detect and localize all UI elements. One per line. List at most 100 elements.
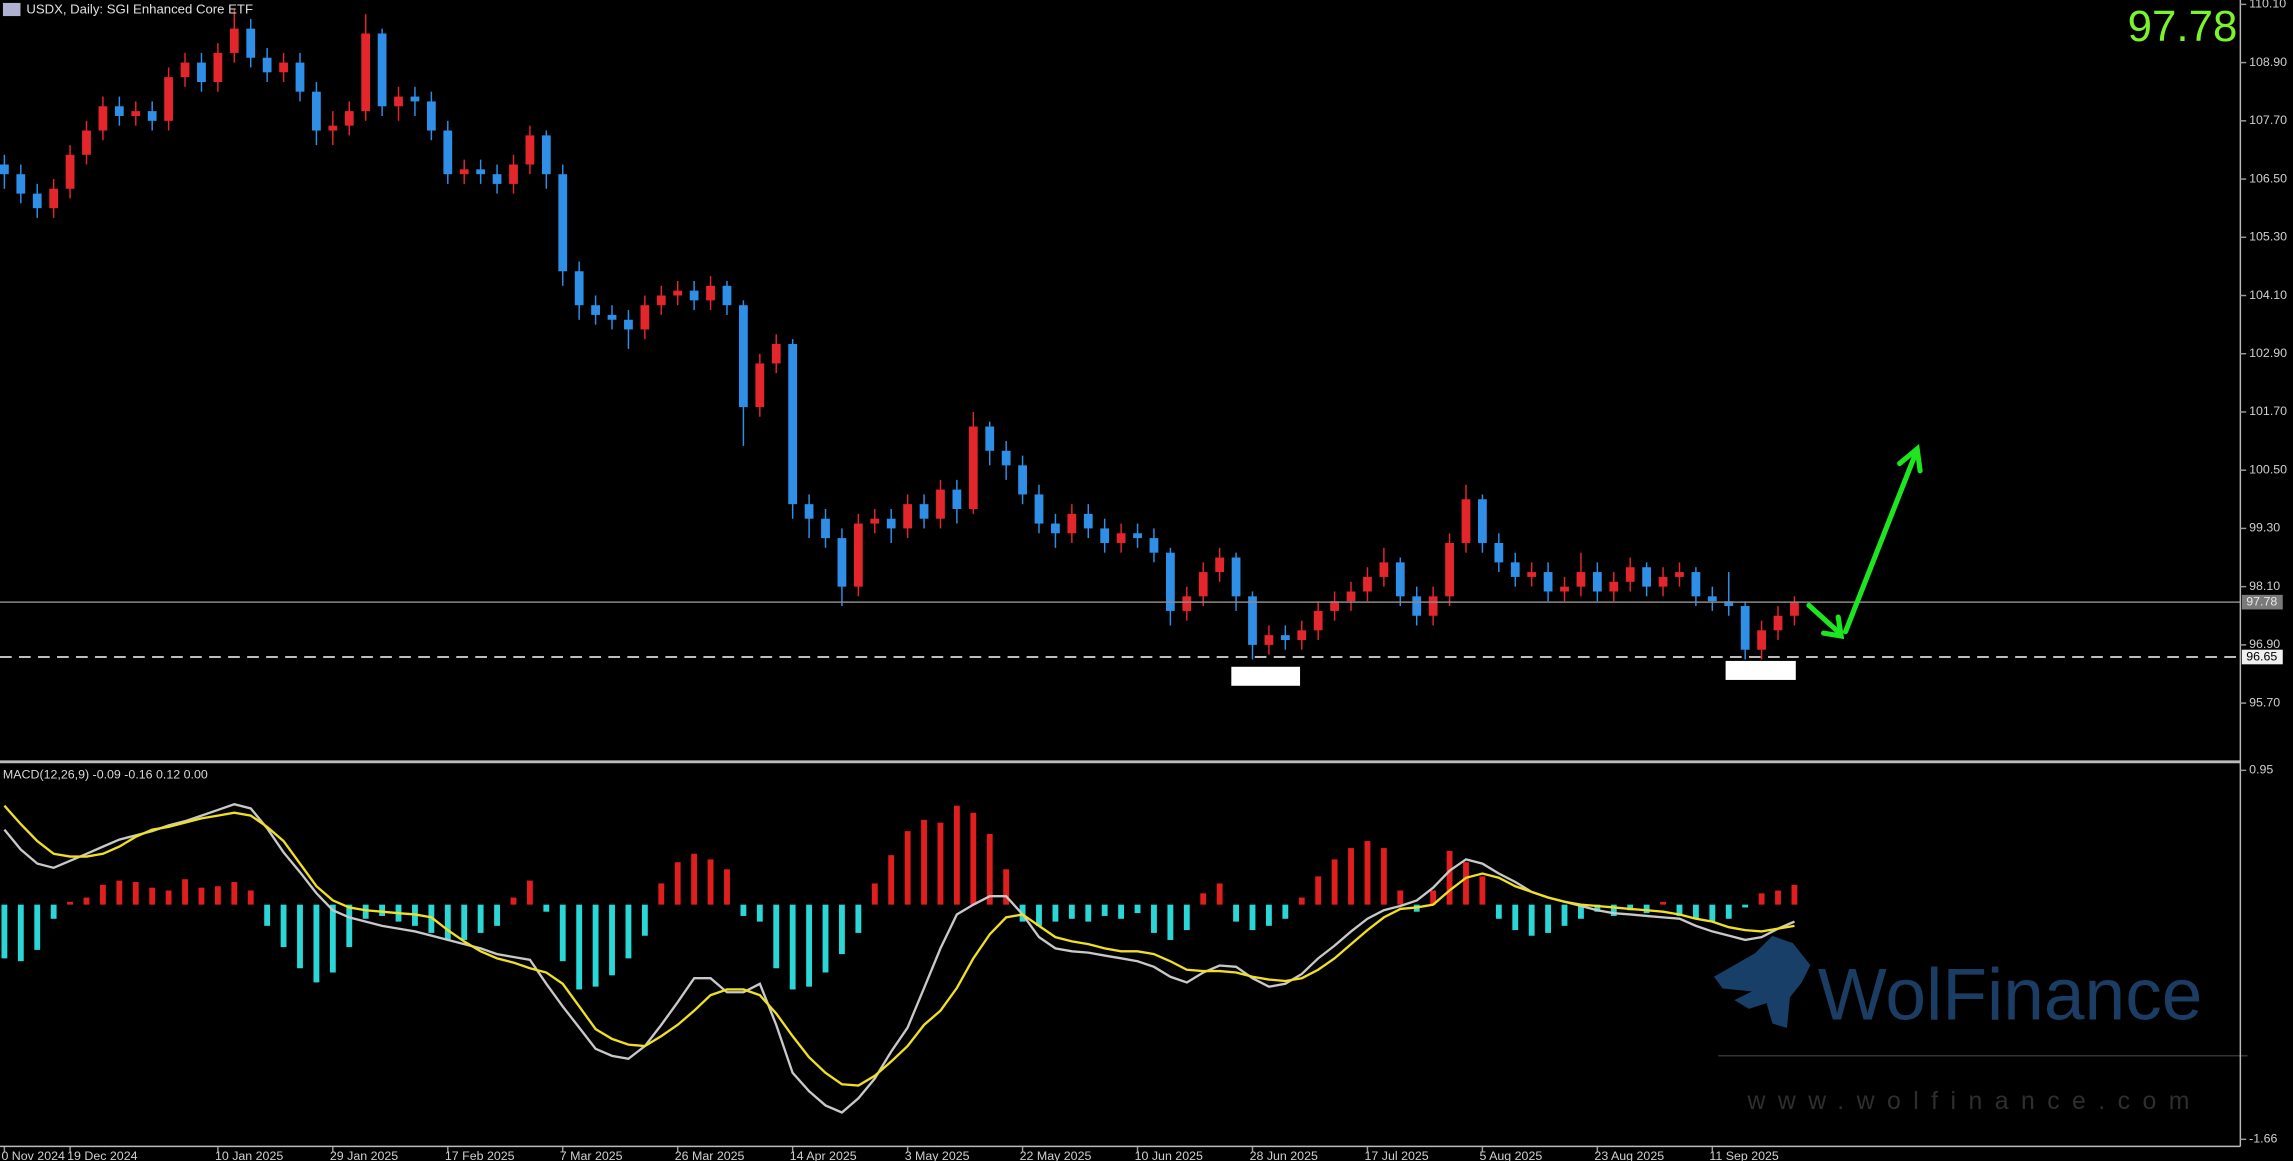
histogram-bar bbox=[165, 890, 172, 905]
x-tick-label: 10 Jun 2025 bbox=[1135, 1149, 1203, 1161]
histogram-bar bbox=[592, 904, 599, 987]
candle-body bbox=[1576, 572, 1586, 587]
candle-body bbox=[1478, 499, 1487, 543]
histogram-bar bbox=[806, 904, 813, 987]
candle-body bbox=[525, 135, 535, 165]
candle-body bbox=[1231, 557, 1241, 597]
last-price: 97.78 bbox=[2128, 2, 2238, 51]
candle-body bbox=[1264, 635, 1274, 645]
candle-body bbox=[1707, 596, 1717, 602]
candle-body bbox=[1773, 615, 1783, 631]
arrow-head bbox=[1897, 443, 1923, 474]
histogram-bar bbox=[740, 904, 747, 916]
candle-body bbox=[788, 344, 798, 505]
histogram-bar bbox=[1183, 904, 1190, 931]
candle-body bbox=[1182, 596, 1192, 611]
candle-body bbox=[49, 188, 59, 209]
low-marker bbox=[1725, 660, 1796, 680]
candle-body bbox=[410, 96, 420, 102]
histogram-bar bbox=[1430, 890, 1437, 905]
histogram-bar bbox=[182, 879, 188, 905]
histogram-bar bbox=[1200, 893, 1207, 905]
y-tick-label: 0.95 bbox=[2249, 763, 2273, 777]
histogram-bar bbox=[526, 880, 533, 905]
candle-body bbox=[180, 62, 190, 78]
histogram-bar bbox=[379, 904, 386, 916]
candle-body bbox=[706, 285, 715, 301]
histogram-bar bbox=[214, 886, 221, 905]
histogram-bar bbox=[1380, 848, 1387, 905]
histogram-bar bbox=[904, 831, 911, 905]
histogram-bar bbox=[543, 904, 550, 912]
histogram-bar bbox=[1479, 876, 1486, 905]
support-label-box bbox=[2241, 649, 2283, 665]
watermark: WolFinance www.wolfinance.com bbox=[1713, 935, 2248, 1115]
candle-body bbox=[689, 290, 699, 301]
histogram-bar bbox=[1216, 883, 1223, 905]
x-tick-label: 22 May 2025 bbox=[1020, 1149, 1092, 1161]
candle-body bbox=[1165, 552, 1175, 611]
x-tick-label: 28 Jun 2025 bbox=[1250, 1149, 1318, 1161]
candle-body bbox=[624, 319, 633, 330]
candle-body bbox=[1757, 630, 1766, 650]
candle-body bbox=[459, 169, 469, 175]
histogram-bar bbox=[99, 884, 106, 905]
candle-body bbox=[804, 504, 814, 519]
candle-body bbox=[114, 106, 124, 116]
histogram-bar bbox=[1151, 904, 1157, 933]
candle-body bbox=[722, 285, 732, 306]
indicator-line bbox=[3, 802, 1795, 1114]
histogram-bar bbox=[625, 904, 632, 959]
candle-body bbox=[1149, 538, 1159, 553]
candle-body bbox=[1379, 562, 1389, 577]
candle-body bbox=[1198, 572, 1208, 597]
candle-body bbox=[344, 111, 354, 126]
histogram-bar bbox=[724, 869, 730, 905]
histogram-bar bbox=[1758, 893, 1765, 905]
histogram-bar bbox=[1249, 904, 1256, 931]
watermark-logo bbox=[1713, 935, 1811, 1028]
histogram-bar bbox=[280, 904, 287, 948]
histogram-bar bbox=[1709, 904, 1716, 922]
histogram-bar bbox=[329, 904, 336, 973]
x-tick-label: 10 Jan 2025 bbox=[215, 1149, 283, 1161]
candle-body bbox=[1363, 576, 1372, 592]
arrow-head bbox=[1821, 614, 1845, 640]
candle-body bbox=[1625, 567, 1635, 582]
y-tick-label: 105.30 bbox=[2249, 230, 2287, 244]
histogram-bar bbox=[362, 904, 369, 919]
candle-body bbox=[1330, 601, 1339, 611]
histogram-bar bbox=[50, 904, 57, 919]
histogram-bar bbox=[1298, 897, 1305, 905]
candle-body bbox=[837, 538, 847, 587]
candle-body bbox=[279, 62, 288, 73]
x-tick-label: 26 Mar 2025 bbox=[675, 1149, 745, 1161]
candle-body bbox=[936, 489, 945, 519]
candle-body bbox=[147, 111, 157, 121]
candle-body bbox=[1215, 557, 1225, 573]
histogram-bar bbox=[1446, 850, 1453, 905]
candle-body bbox=[492, 174, 502, 184]
candle-body bbox=[1740, 606, 1750, 650]
candle-body bbox=[377, 33, 387, 107]
candle-body bbox=[1527, 572, 1537, 577]
histogram-bar bbox=[461, 904, 468, 940]
candle-body bbox=[1560, 586, 1569, 592]
candle-body bbox=[229, 28, 239, 53]
y-tick-label: 99.30 bbox=[2249, 521, 2280, 535]
candle-body bbox=[1412, 596, 1422, 616]
x-tick-label: 17 Jul 2025 bbox=[1365, 1149, 1429, 1161]
histogram-bar bbox=[313, 904, 320, 983]
candle-body bbox=[1428, 596, 1438, 616]
histogram-bar bbox=[444, 904, 451, 940]
histogram-bar bbox=[1167, 904, 1174, 940]
x-tick-label: 11 Sep 2025 bbox=[1709, 1149, 1779, 1161]
histogram-bar bbox=[1331, 859, 1338, 905]
candle-body bbox=[1724, 601, 1734, 607]
y-tick-label: 96.90 bbox=[2249, 637, 2280, 651]
low-marker bbox=[1231, 666, 1301, 686]
y-tick-label: 110.10 bbox=[2249, 0, 2286, 11]
histogram-bar bbox=[1742, 904, 1749, 908]
support-label: 96.65 bbox=[2246, 649, 2277, 663]
candle-body bbox=[509, 164, 518, 184]
